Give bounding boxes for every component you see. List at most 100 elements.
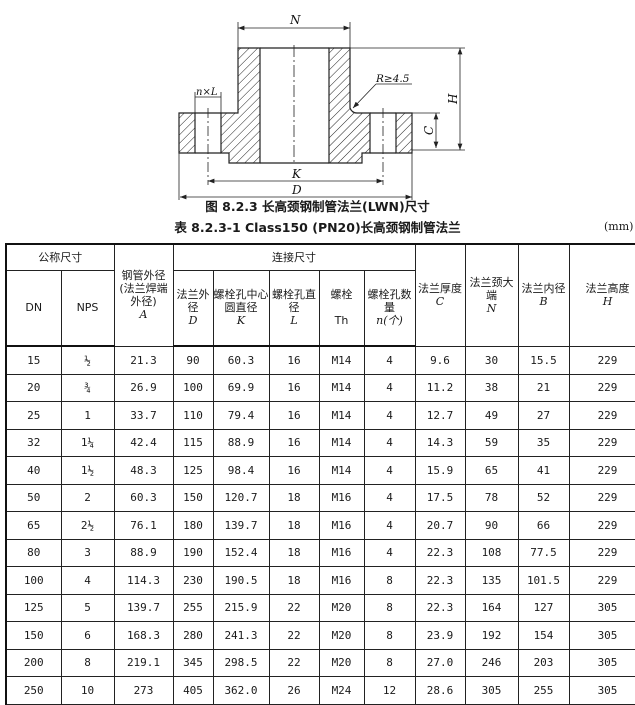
table-cell: 18	[268, 511, 320, 540]
table-row: 50 2 60.3 150 120.7 18 M16 4 17.5 78 52 229	[5, 483, 635, 512]
header-l: 螺栓孔直径 L	[268, 269, 320, 347]
table-cell: 135	[464, 566, 519, 595]
table-cell: 150	[5, 621, 62, 650]
table-row: 200 8 219.1 345 298.5 22 M20 8 27.0 246 203 305	[5, 648, 635, 677]
header-k: 螺栓孔中心圆直径 K	[212, 269, 270, 347]
table-cell: 154	[517, 621, 570, 650]
table-cell: 10	[60, 676, 115, 705]
table-cell: 60.3	[212, 345, 270, 375]
header-bolt-count: 螺栓孔数量 n(个)	[363, 269, 416, 347]
table-cell: 139.7	[113, 593, 174, 622]
label-radius: R≥4.5	[375, 73, 410, 85]
table-cell: M14	[318, 401, 365, 430]
table-cell: 125	[172, 456, 214, 485]
table-cell: 16	[268, 456, 320, 485]
table-row: 250 10 273 405 362.0 26 M24 12 28.6 305 255 305	[5, 676, 635, 705]
table-cell: 48.3	[113, 456, 174, 485]
header-dn: DN	[5, 269, 62, 347]
table-cell: 229	[568, 373, 635, 402]
header-a: 钢管外径 (法兰焊端外径) A	[113, 243, 174, 347]
table-cell: M14	[318, 456, 365, 485]
table-cell: 362.0	[212, 676, 270, 705]
table-cell: ¾	[60, 373, 115, 402]
table-cell: 15.5	[517, 345, 570, 375]
table-cell: 25	[5, 401, 62, 430]
table-cell: 305	[464, 676, 519, 705]
table-cell: 22.3	[414, 566, 466, 595]
table-cell: 2	[60, 483, 115, 512]
table-cell: 88.9	[212, 428, 270, 457]
table-cell: 280	[172, 621, 214, 650]
table-cell: 200	[5, 648, 62, 677]
header-d: 法兰外径 D	[172, 269, 214, 347]
table-cell: 49	[464, 401, 519, 430]
table-cell: 35	[517, 428, 570, 457]
table-row: 150 6 168.3 280 241.3 22 M20 8 23.9 192 154 305	[5, 621, 635, 650]
table-cell: 101.5	[517, 566, 570, 595]
table-row: 65 2½ 76.1 180 139.7 18 M16 4 20.7 90 66 229	[5, 511, 635, 540]
table-cell: 16	[268, 401, 320, 430]
table-cell: 18	[268, 483, 320, 512]
table-cell: 2½	[60, 511, 115, 540]
table-cell: 26.9	[113, 373, 174, 402]
table-cell: 4	[363, 373, 416, 402]
table-cell: 65	[5, 511, 62, 540]
table-cell: 127	[517, 593, 570, 622]
header-connection: 连接尺寸	[172, 243, 416, 271]
table-cell: 152.4	[212, 538, 270, 567]
table-cell: 230	[172, 566, 214, 595]
table-cell: 26	[268, 676, 320, 705]
right-hub-section	[328, 47, 371, 164]
table-cell: 190	[172, 538, 214, 567]
table-cell: 168.3	[113, 621, 174, 650]
table-cell: 15	[5, 345, 62, 375]
table-cell: 66	[517, 511, 570, 540]
table-cell: 22	[268, 648, 320, 677]
header-b: 法兰内径 B	[517, 243, 570, 347]
table-cell: 125	[5, 593, 62, 622]
table-cell: 114.3	[113, 566, 174, 595]
table-cell: 273	[113, 676, 174, 705]
table-cell: 229	[568, 401, 635, 430]
table-cell: M20	[318, 593, 365, 622]
table-cell: 15.9	[414, 456, 466, 485]
table-cell: 42.4	[113, 428, 174, 457]
table-cell: M16	[318, 511, 365, 540]
table-cell: 77.5	[517, 538, 570, 567]
table-cell: 180	[172, 511, 214, 540]
table-cell: 241.3	[212, 621, 270, 650]
table-cell: 4	[363, 456, 416, 485]
table-cell: 22.3	[414, 538, 466, 567]
table-cell: 229	[568, 483, 635, 512]
table-cell: 88.9	[113, 538, 174, 567]
table-cell: M16	[318, 538, 365, 567]
table-cell: 27.0	[414, 648, 466, 677]
table-cell: 108	[464, 538, 519, 567]
table-cell: 229	[568, 538, 635, 567]
table-cell: 40	[5, 456, 62, 485]
table-cell: 305	[568, 621, 635, 650]
table-cell: 11.2	[414, 373, 466, 402]
table-cell: 52	[517, 483, 570, 512]
table-cell: M16	[318, 483, 365, 512]
table-cell: 8	[60, 648, 115, 677]
table-cell: 298.5	[212, 648, 270, 677]
table-cell: 192	[464, 621, 519, 650]
table-cell: 79.4	[212, 401, 270, 430]
header-th: 螺栓 Th	[318, 269, 365, 347]
table-cell: 8	[363, 593, 416, 622]
table-cell: M24	[318, 676, 365, 705]
table-row: 15 ½ 21.3 90 60.3 16 M14 4 9.6 30 15.5 229	[5, 345, 635, 375]
table-cell: 80	[5, 538, 62, 567]
table-cell: 60.3	[113, 483, 174, 512]
table-cell: 4	[363, 428, 416, 457]
table-cell: 20.7	[414, 511, 466, 540]
table-cell: 229	[568, 428, 635, 457]
table-cell: 32	[5, 428, 62, 457]
table-cell: 30	[464, 345, 519, 375]
table-row: 125 5 139.7 255 215.9 22 M20 8 22.3 164 127 305	[5, 593, 635, 622]
table-cell: 345	[172, 648, 214, 677]
label-nxL: n×L	[196, 87, 218, 98]
table-cell: 6	[60, 621, 115, 650]
label-D: D	[291, 183, 302, 197]
